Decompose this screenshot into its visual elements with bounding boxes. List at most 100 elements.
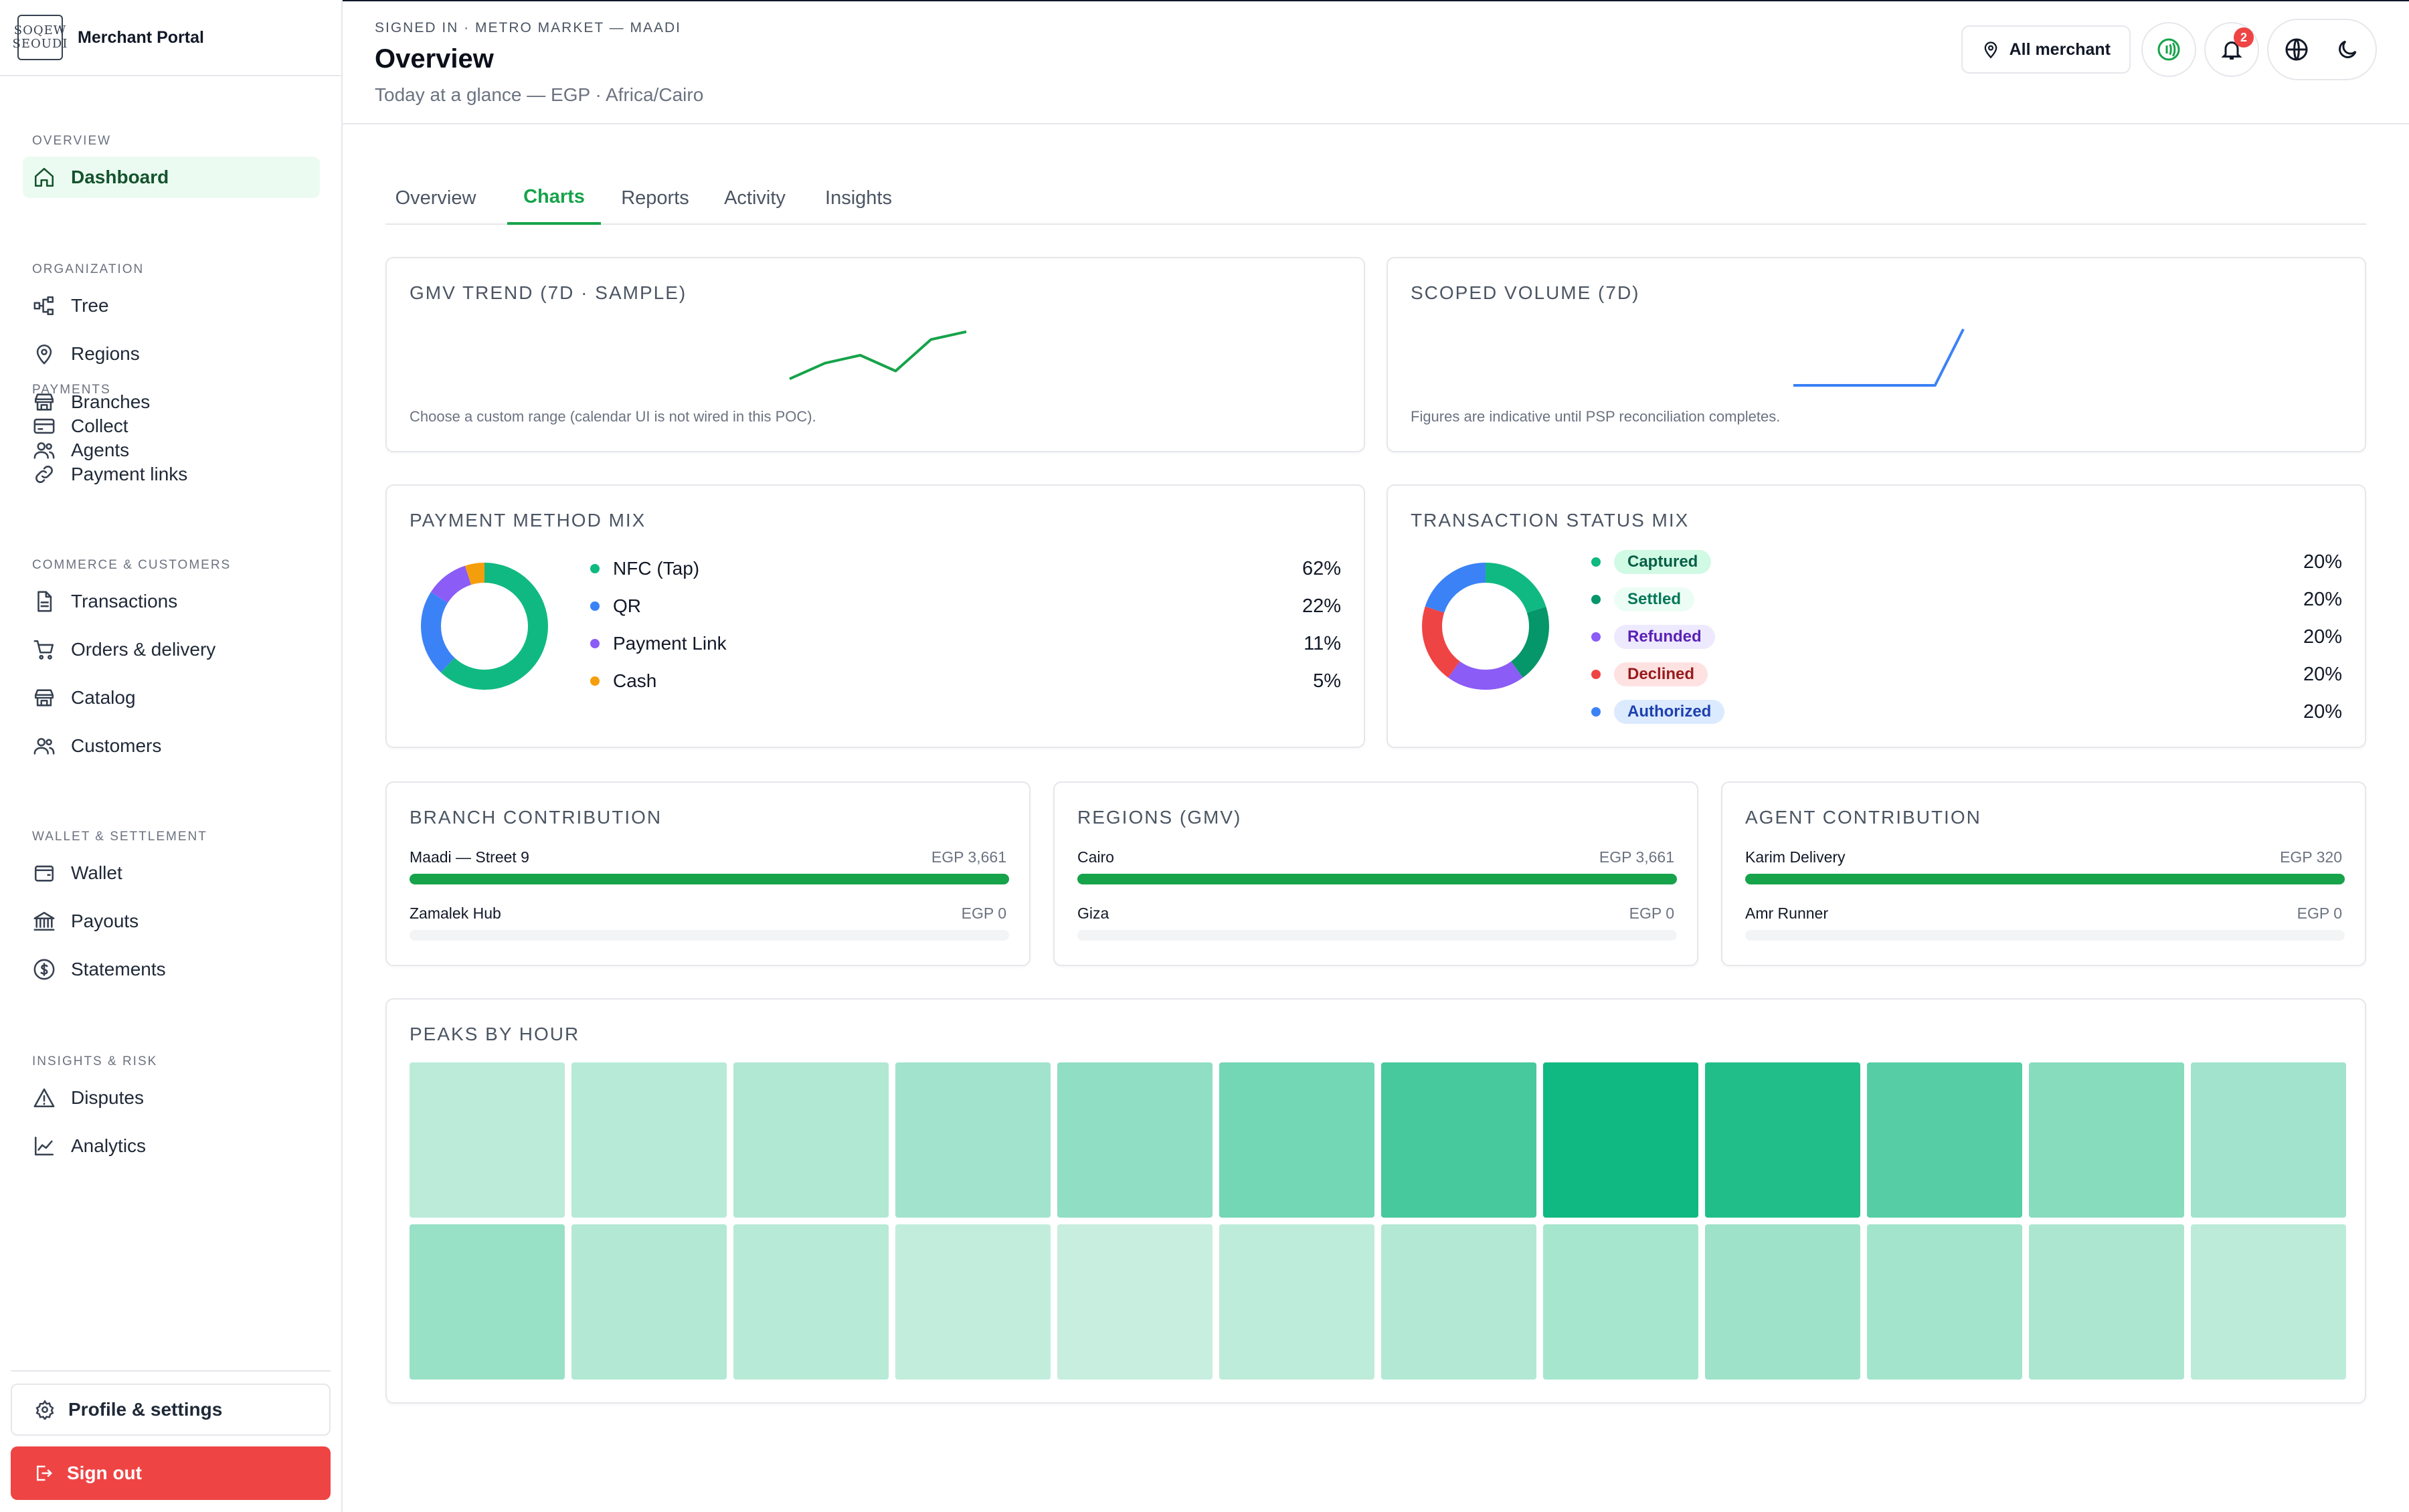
moon-icon[interactable] [2335, 37, 2359, 62]
nav-section-label: COMMERCE & CUSTOMERS [32, 558, 232, 572]
legend-label: NFC (Tap) [613, 558, 700, 579]
legend-label: Declined [1614, 662, 1708, 686]
gear-icon [35, 1400, 54, 1420]
gmv-trend-series-line [789, 330, 967, 381]
sidebar-item-label: Payment links [71, 464, 188, 484]
heatmap-cell [1867, 1062, 2022, 1218]
bank-icon [32, 909, 56, 933]
logo-line-2: SEOUDI [12, 37, 68, 51]
legend-dot [1591, 707, 1601, 717]
agent-contribution-row-value: EGP 0 [2297, 905, 2342, 922]
tab-overview[interactable]: Overview [395, 187, 476, 209]
bell-icon [2221, 41, 2242, 60]
globe-icon[interactable] [2285, 37, 2309, 62]
regions-gmv-row-label: Giza [1077, 905, 1109, 922]
tab-insights[interactable]: Insights [825, 187, 892, 209]
sidebar-item-payouts[interactable]: Payouts [23, 901, 320, 942]
logo-line-1: SOQEW [13, 23, 67, 37]
sidebar-item-label: Transactions [71, 591, 178, 611]
agent-contribution-row-value: EGP 320 [2280, 848, 2342, 866]
agent-contribution-bar-track [1745, 930, 2345, 941]
page-title: Overview [375, 44, 494, 74]
sidebar-item-branches[interactable]: Branches [23, 381, 320, 423]
sidebar-item-orders-delivery[interactable]: Orders & delivery [23, 629, 320, 670]
sidebar-item-wallet[interactable]: Wallet [23, 852, 320, 894]
cart-icon [32, 638, 56, 662]
home-icon [32, 165, 56, 189]
nfc-status-button[interactable] [2141, 22, 2196, 77]
branch-contribution-bar-track [410, 930, 1009, 941]
legend-dot [1591, 595, 1601, 604]
transaction-status-mix-card: TRANSACTION STATUS MIX Captured 20% Settle… [1387, 484, 2366, 748]
sidebar-item-analytics[interactable]: Analytics [23, 1125, 320, 1167]
sidebar-item-agents[interactable]: Agents [23, 430, 320, 471]
sidebar-item-customers[interactable]: Customers [23, 725, 320, 767]
agent-contribution-bar-fill [1745, 874, 2345, 884]
regions-gmv-row-value: EGP 3,661 [1599, 848, 1674, 866]
merchant-scope-label: All merchant [2009, 39, 2111, 59]
branch-contribution-row-label: Zamalek Hub [410, 905, 501, 922]
sidebar: SOQEW SEOUDI Merchant Portal OVERVIEW Das… [0, 0, 343, 1512]
transaction-status-slice-authorized [1422, 563, 1549, 690]
tab-activity[interactable]: Activity [724, 187, 786, 209]
regions-gmv-row-label: Cairo [1077, 848, 1114, 866]
sidebar-item-label: Catalog [71, 687, 136, 708]
heatmap-cell [571, 1224, 727, 1380]
legend-item: Declined [1591, 662, 1708, 686]
profile-settings-button[interactable]: Profile & settings [11, 1384, 331, 1436]
header-actions: All merchant 2 [1961, 19, 2377, 80]
tab-charts[interactable]: Charts [507, 171, 601, 225]
nav-section-label: WALLET & SETTLEMENT [32, 830, 207, 844]
heatmap-cell [1219, 1062, 1374, 1218]
sidebar-item-label: Branches [71, 391, 151, 412]
heatmap-cell [1705, 1224, 1860, 1380]
legend-percent: 62% [1302, 558, 1341, 579]
agent-contribution-row-label: Amr Runner [1745, 905, 1828, 922]
sidebar-item-label: Tree [71, 295, 109, 316]
legend-dot [1591, 670, 1601, 679]
legend-percent: 20% [2303, 664, 2342, 685]
heatmap-cell [571, 1062, 727, 1218]
signed-in-context: SIGNED IN · METRO MARKET — MAADI [375, 20, 681, 35]
sidebar-item-dashboard[interactable]: Dashboard [23, 157, 320, 198]
document-icon [32, 589, 56, 613]
sign-out-button[interactable]: Sign out [11, 1446, 331, 1500]
nav-section-label: OVERVIEW [32, 134, 112, 148]
sidebar-item-payment-links[interactable]: Payment links [23, 454, 320, 495]
nav-section-label: ORGANIZATION [32, 262, 145, 276]
notifications-button[interactable]: 2 [2204, 22, 2259, 77]
tab-reports[interactable]: Reports [621, 187, 689, 209]
scoped-volume-chart [1793, 328, 1965, 387]
sidebar-item-catalog[interactable]: Catalog [23, 677, 320, 719]
merchant-scope-button[interactable]: All merchant [1961, 25, 2131, 74]
sidebar-item-statements[interactable]: Statements [23, 949, 320, 990]
brand-logo[interactable]: SOQEW SEOUDI [13, 15, 67, 60]
sidebar-item-label: Analytics [71, 1135, 147, 1156]
gmv-trend-chart [789, 330, 967, 381]
store-icon [32, 390, 56, 414]
legend-percent: 22% [1302, 595, 1341, 617]
peaks-by-hour-card: PEAKS BY HOUR [385, 998, 2366, 1404]
sidebar-item-tree[interactable]: Tree [23, 285, 320, 326]
sidebar-item-regions[interactable]: Regions [23, 333, 320, 375]
gmv-trend-title: GMV TREND (7D · SAMPLE) [410, 282, 687, 303]
legend-percent: 20% [2303, 589, 2342, 610]
branch-contribution-title: BRANCH CONTRIBUTION [410, 807, 662, 828]
regions-gmv-bar-track [1077, 874, 1677, 884]
sidebar-item-collect[interactable]: Collect [23, 405, 320, 447]
branch-contribution-bar-track [410, 874, 1009, 884]
sidebar-item-transactions[interactable]: Transactions [23, 581, 320, 622]
legend-label: Cash [613, 670, 657, 691]
regions-gmv-bar-track [1077, 930, 1677, 941]
regions-gmv-card: REGIONS (GMV) Cairo EGP 3,661 Giza EGP 0 [1053, 781, 1698, 966]
legend-percent: 11% [1304, 633, 1341, 654]
tab-bar: Overview Charts Reports Activity Insights [385, 171, 2366, 225]
heatmap-cell [1057, 1062, 1213, 1218]
scoped-volume-note: Figures are indicative until PSP reconci… [1411, 408, 1781, 425]
nfc-icon [2157, 38, 2180, 61]
sidebar-item-label: Agents [71, 440, 130, 460]
sidebar-item-disputes[interactable]: Disputes [23, 1077, 320, 1119]
legend-dot [590, 564, 600, 573]
store-icon [32, 686, 56, 710]
legend-percent: 20% [2303, 551, 2342, 573]
